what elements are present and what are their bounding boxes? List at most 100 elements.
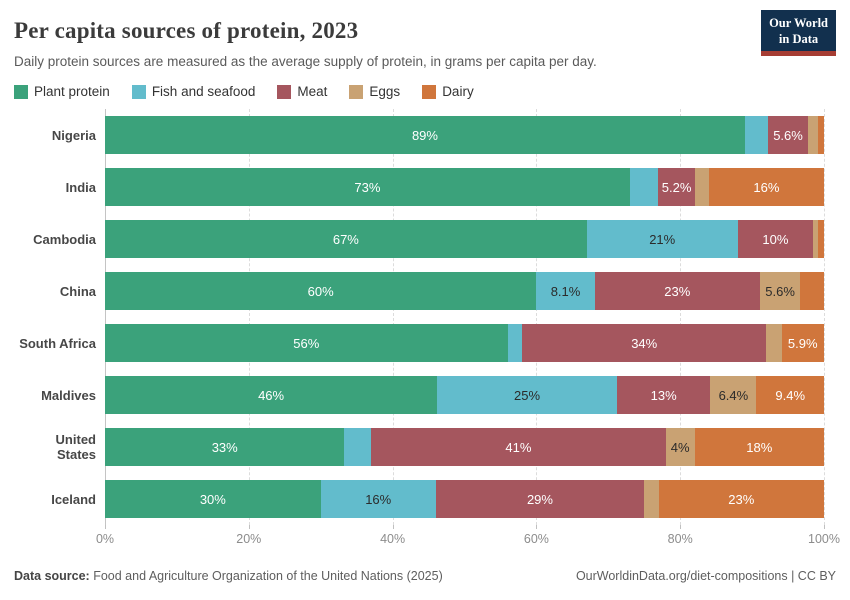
bar-row: India 73% 5.2% 16% xyxy=(66,161,824,213)
legend-item[interactable]: Fish and seafood xyxy=(131,84,256,99)
bar-segment[interactable]: 4% xyxy=(665,428,695,466)
bar-segment[interactable]: 34% xyxy=(522,324,767,362)
bar-value-label: 41% xyxy=(505,439,532,455)
country-label[interactable]: United States xyxy=(55,432,96,462)
bar-segment[interactable] xyxy=(629,168,658,206)
bar-segment[interactable] xyxy=(744,116,768,154)
bar-value-label: 5.9% xyxy=(787,335,818,351)
bar-value-label: 5.2% xyxy=(661,179,692,195)
bar-value-label: 10% xyxy=(762,231,789,247)
bar-segment[interactable] xyxy=(766,324,782,362)
bar-segment[interactable]: 5.6% xyxy=(759,272,801,310)
chart-subtitle: Daily protein sources are measured as th… xyxy=(14,54,597,69)
x-tick-label: 0% xyxy=(95,532,115,546)
legend-item[interactable]: Meat xyxy=(277,84,327,99)
bar-segment[interactable]: 41% xyxy=(371,428,666,466)
stacked-bar: 73% 5.2% 16% xyxy=(105,168,824,206)
legend-label: Plant protein xyxy=(34,84,110,99)
bar-value-label: 13% xyxy=(650,387,677,403)
bar-value-label: 23% xyxy=(728,491,755,507)
country-label[interactable]: Cambodia xyxy=(33,231,96,247)
bar-segment[interactable] xyxy=(644,480,659,518)
tick-mark xyxy=(248,525,250,529)
legend-label: Dairy xyxy=(442,84,474,99)
bar-segment[interactable] xyxy=(800,272,824,310)
country-label[interactable]: China xyxy=(59,283,96,299)
legend-swatch xyxy=(14,84,28,99)
bar-segment[interactable] xyxy=(808,116,819,154)
bar-segment[interactable]: 16% xyxy=(708,168,824,206)
bar-segment[interactable]: 6.4% xyxy=(710,376,757,414)
legend-label: Eggs xyxy=(369,84,401,99)
bar-segment[interactable]: 13% xyxy=(616,376,711,414)
gridline xyxy=(536,109,538,525)
bar-segment[interactable]: 5.2% xyxy=(657,168,696,206)
gridline xyxy=(248,109,250,525)
bar-segment[interactable]: 89% xyxy=(105,116,745,154)
country-label[interactable]: Maldives xyxy=(41,387,96,403)
x-tick-label: 80% xyxy=(667,532,693,546)
bar-segment[interactable]: 16% xyxy=(320,480,436,518)
tick-mark xyxy=(824,525,825,529)
country-label[interactable]: India xyxy=(65,179,96,195)
legend-swatch xyxy=(277,84,292,99)
data-source-text: Food and Agriculture Organization of the… xyxy=(93,569,443,583)
bar-value-label: 16% xyxy=(365,491,392,507)
stacked-bar: 33% 41% 4% 18% xyxy=(105,428,824,466)
bar-segment[interactable]: 25% xyxy=(437,376,617,414)
bar-row: Cambodia 67% 21% 10% xyxy=(33,213,824,265)
x-tick-label: 20% xyxy=(236,532,262,546)
bar-segment[interactable]: 5.6% xyxy=(767,116,809,154)
tick-mark xyxy=(536,525,538,529)
attribution-link[interactable]: OurWorldinData.org/diet-compositions | C… xyxy=(575,569,836,583)
country-label[interactable]: South Africa xyxy=(19,335,96,351)
bar-segment[interactable]: 21% xyxy=(586,220,738,258)
legend-item[interactable]: Eggs xyxy=(349,84,400,99)
bar-segment[interactable]: 5.9% xyxy=(781,324,824,362)
bar-value-label: 30% xyxy=(199,491,226,507)
bar-segment[interactable]: 8.1% xyxy=(536,272,595,310)
legend-item[interactable]: Dairy xyxy=(422,84,474,99)
bar-value-label: 21% xyxy=(649,231,676,247)
owid-logo-line2: in Data xyxy=(778,31,819,46)
bar-segment[interactable]: 73% xyxy=(105,168,630,206)
x-axis: 0% 20% 40% 60% 80% 100% xyxy=(96,525,840,551)
page-title: Per capita sources of protein, 2023 xyxy=(14,18,359,43)
bar-segment[interactable] xyxy=(818,116,824,154)
bar-segment[interactable] xyxy=(507,324,522,362)
bar-value-label: 89% xyxy=(411,127,438,143)
owid-logo[interactable]: Our World in Data xyxy=(761,10,836,57)
bar-segment[interactable]: 23% xyxy=(658,480,824,518)
bar-row: South Africa 56% 34% 5.9% xyxy=(19,317,824,369)
bar-segment[interactable]: 60% xyxy=(105,272,537,310)
bar-segment[interactable]: 29% xyxy=(435,480,645,518)
bar-segment[interactable]: 56% xyxy=(105,324,508,362)
bar-segment[interactable]: 18% xyxy=(694,428,824,466)
bar-row: Nigeria 89% 5.6% xyxy=(52,109,824,161)
bar-segment[interactable]: 67% xyxy=(105,220,587,258)
bar-segment[interactable]: 30% xyxy=(105,480,321,518)
owid-logo-line1: Our World xyxy=(769,16,828,30)
data-source: Data source: Food and Agriculture Organi… xyxy=(14,569,443,583)
legend-swatch xyxy=(422,84,437,99)
bar-value-label: 5.6% xyxy=(765,283,795,299)
bar-segment[interactable]: 10% xyxy=(737,220,814,258)
bar-segment[interactable] xyxy=(813,220,818,258)
legend-label: Meat xyxy=(297,84,328,99)
bar-segment[interactable]: 23% xyxy=(594,272,760,310)
country-label[interactable]: Nigeria xyxy=(51,127,96,143)
legend-label: Fish and seafood xyxy=(151,84,256,99)
x-tick-label: 60% xyxy=(523,532,549,546)
bar-segment[interactable] xyxy=(817,220,824,258)
bar-row: Iceland 30% 16% 29% 23% xyxy=(51,473,824,525)
bar-segment[interactable] xyxy=(344,428,372,466)
bar-segment[interactable]: 33% xyxy=(105,428,345,466)
stacked-bar: 56% 34% 5.9% xyxy=(105,324,824,362)
legend-item[interactable]: Plant protein xyxy=(14,84,110,99)
bar-value-label: 60% xyxy=(307,283,334,299)
bar-segment[interactable]: 46% xyxy=(105,376,438,414)
country-label[interactable]: Iceland xyxy=(51,491,96,507)
bar-segment[interactable] xyxy=(695,168,709,206)
bar-segment[interactable]: 9.4% xyxy=(756,376,824,414)
